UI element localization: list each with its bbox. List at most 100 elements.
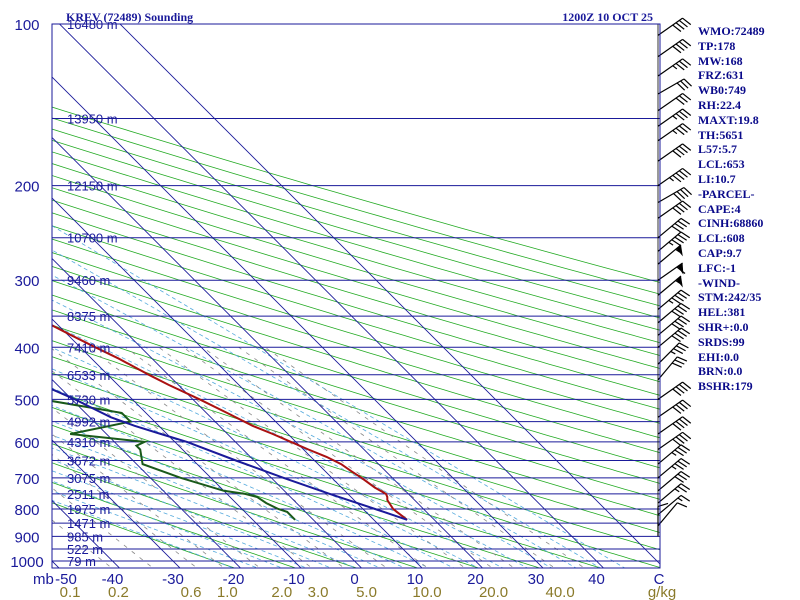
- wind-barb-flag: [676, 191, 686, 200]
- wind-barb-flag: [680, 80, 689, 89]
- sounding-index-item: SHR+:0.0: [698, 319, 749, 334]
- wind-barb-flag: [674, 236, 684, 244]
- pressure-tick-label: 600: [14, 435, 39, 452]
- wind-barb-flag: [680, 483, 691, 491]
- mixing-ratio-line: [52, 407, 261, 568]
- wind-barb-flag: [671, 225, 681, 233]
- isotherm-line: [0, 12, 3, 572]
- temperature-tick-label: 30: [528, 571, 545, 588]
- mixing-ratio-line: [52, 433, 225, 568]
- wind-barb-flag: [677, 305, 687, 313]
- wind-barb: [657, 289, 691, 310]
- height-label: 5730 m: [67, 392, 110, 407]
- wind-barb-flag: [678, 383, 688, 392]
- wind-barb-flag: [671, 310, 681, 318]
- dry-adiabat-line: [52, 406, 541, 568]
- wind-barb-flag: [677, 318, 687, 325]
- sounding-index-item: WB0:749: [698, 83, 746, 98]
- wind-barb: [657, 38, 692, 58]
- dry-adiabat-line: [52, 151, 660, 331]
- dry-adiabat-line: [52, 389, 602, 568]
- dry-adiabat-line: [52, 163, 660, 344]
- wind-barb-half-flag: [672, 129, 678, 135]
- moist-adiabat-line: [52, 420, 406, 568]
- sounding-time: 1200Z 10 OCT 25: [562, 10, 653, 24]
- wind-barb: [657, 217, 691, 239]
- wind-barb-staff: [657, 167, 683, 187]
- pressure-tick-label: 200: [14, 179, 39, 196]
- dry-adiabat-line: [52, 372, 660, 568]
- wind-barb-flag: [674, 449, 684, 457]
- dry-adiabat-line: [52, 128, 660, 307]
- wind-barb-flag: [675, 97, 685, 105]
- wind-barb-half-flag: [674, 488, 680, 493]
- wind-barb: [657, 458, 691, 479]
- mixing-ratio-label: 3.0: [308, 584, 329, 600]
- plot-border: [51, 23, 661, 569]
- wind-barb-flag: [680, 315, 691, 323]
- height-label: 1975 m: [67, 502, 110, 517]
- wind-barb-flag: [676, 266, 686, 274]
- isotherm-line: [52, 560, 60, 568]
- wind-barb-flag: [675, 172, 685, 180]
- wind-barb-flag: [672, 438, 682, 447]
- dry-adiabat-line: [52, 340, 660, 533]
- wind-barb-flag: [671, 297, 681, 305]
- sounding-index-item: LCL:608: [698, 231, 745, 246]
- wind-barb-half-flag: [671, 465, 677, 470]
- mixing-ratio-label: 1.0: [217, 584, 238, 600]
- wind-barb-half-flag: [672, 115, 678, 120]
- sounding-index-item: WMO:72489: [698, 24, 765, 38]
- sounding-index-item: RH:22.4: [698, 97, 741, 112]
- wind-barb-staff: [657, 123, 683, 142]
- wind-barb-staff: [657, 38, 683, 58]
- wind-barb-flag: [680, 302, 691, 310]
- wind-barb-flag: [675, 436, 685, 444]
- dry-adiabat-line: [52, 106, 660, 283]
- pressure-unit-label: mb: [33, 571, 54, 588]
- wind-barb-flag: [677, 330, 687, 337]
- wind-barb-flag: [672, 423, 682, 431]
- wind-barb-flag: [676, 345, 686, 352]
- wind-barb-flag: [678, 434, 688, 442]
- wind-barb-staff: [657, 342, 680, 365]
- wind-barb-staff: [657, 302, 682, 324]
- mixing-ratio-label: 0.2: [108, 584, 129, 600]
- pressure-tick-label: 500: [14, 392, 39, 409]
- wind-barb-half-flag: [668, 241, 674, 246]
- moist-adiabat-line: [52, 249, 602, 568]
- wind-barb-staff: [657, 231, 682, 252]
- temperature-unit-label: C: [654, 571, 665, 588]
- wind-barb-flag: [674, 463, 684, 470]
- mixing-ratio-line: [183, 346, 494, 568]
- height-label: 6533 m: [67, 368, 110, 383]
- pressure-tick-label: 800: [14, 502, 39, 519]
- isotherm-line: [52, 257, 363, 568]
- mixing-ratio-line: [52, 370, 313, 568]
- wind-barb: [657, 167, 692, 187]
- wind-barb: [657, 200, 692, 219]
- wind-barb: [657, 143, 692, 162]
- wind-barb-flag: [682, 108, 692, 116]
- wind-barb-flag: [674, 320, 684, 328]
- dry-adiabat-line: [52, 462, 358, 568]
- dry-adiabat-line: [52, 324, 660, 517]
- isotherm-line: [52, 439, 181, 568]
- height-label: 4992 m: [67, 415, 110, 430]
- moist-adiabat-line: [52, 225, 626, 568]
- moist-adiabat-line: [52, 274, 577, 568]
- wind-barb-flag: [680, 289, 691, 297]
- wind-barb-flag: [682, 38, 692, 47]
- dry-adiabat-line: [52, 309, 660, 500]
- wind-barb-flag: [677, 292, 687, 299]
- dry-adiabat-line: [52, 175, 660, 356]
- wind-barb-flag: [680, 189, 689, 198]
- mixing-ratio-unit-label: g/kg: [648, 584, 676, 600]
- wind-barb-flag: [675, 205, 685, 213]
- sounding-index-item: EHI:0.0: [698, 349, 740, 364]
- sounding-index-item: CAPE:4: [698, 201, 741, 216]
- wind-barb-flag: [674, 308, 684, 315]
- wind-barb: [657, 470, 691, 492]
- wind-barb-staff: [657, 381, 683, 400]
- sounding-index-item: L57:5.7: [698, 142, 737, 157]
